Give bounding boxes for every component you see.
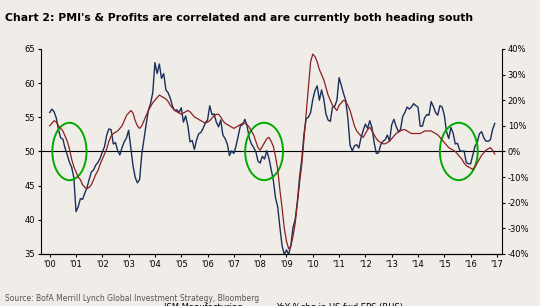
Text: Chart 2: PMI's & Profits are correlated and are currently both heading south: Chart 2: PMI's & Profits are correlated … (5, 13, 474, 23)
Legend: ISM Manufacturing, YoY %chg in US fwd EPS (RHS): ISM Manufacturing, YoY %chg in US fwd EP… (136, 300, 407, 306)
Text: Source: BofA Merrill Lynch Global Investment Strategy, Bloomberg: Source: BofA Merrill Lynch Global Invest… (5, 294, 260, 303)
